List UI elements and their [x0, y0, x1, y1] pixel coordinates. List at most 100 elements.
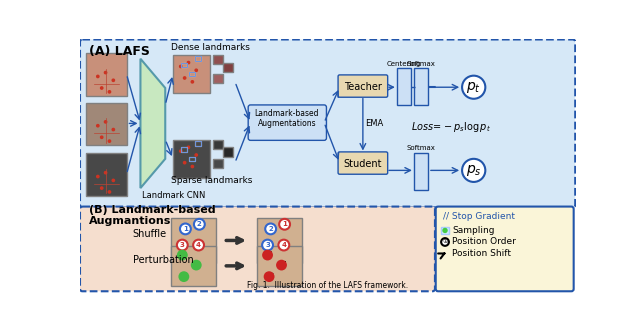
Polygon shape: [140, 59, 165, 188]
Text: 4: 4: [282, 242, 286, 248]
Bar: [213, 159, 223, 168]
Text: Sampling: Sampling: [452, 226, 495, 235]
Text: 3: 3: [180, 242, 185, 248]
Circle shape: [441, 238, 449, 246]
Circle shape: [100, 87, 103, 89]
Bar: [223, 63, 233, 72]
Circle shape: [191, 165, 193, 168]
FancyBboxPatch shape: [414, 68, 428, 105]
Text: Perturbation: Perturbation: [132, 256, 193, 266]
Bar: [195, 141, 201, 146]
Text: Softmax: Softmax: [406, 61, 435, 67]
Text: 2: 2: [268, 226, 273, 232]
Circle shape: [193, 240, 204, 250]
Bar: [86, 53, 127, 96]
Bar: [180, 63, 187, 67]
Circle shape: [278, 240, 289, 250]
Bar: [86, 103, 127, 145]
Bar: [180, 147, 187, 152]
Text: $p_s$: $p_s$: [466, 163, 481, 178]
Circle shape: [97, 125, 99, 127]
Bar: [189, 72, 195, 76]
Circle shape: [462, 76, 485, 99]
Text: Centering: Centering: [387, 61, 421, 67]
Text: // Stop Gradient: // Stop Gradient: [443, 212, 515, 221]
Circle shape: [191, 260, 202, 270]
FancyBboxPatch shape: [436, 207, 573, 291]
Circle shape: [462, 159, 485, 182]
Circle shape: [97, 75, 99, 78]
Bar: [173, 55, 210, 93]
Bar: [213, 74, 223, 83]
Circle shape: [194, 219, 205, 230]
Circle shape: [180, 150, 182, 152]
Circle shape: [108, 91, 111, 93]
Text: 3: 3: [265, 242, 270, 248]
Text: Sparse landmarks: Sparse landmarks: [172, 176, 253, 185]
Text: Shuffle: Shuffle: [132, 229, 167, 239]
Circle shape: [104, 71, 107, 74]
Circle shape: [179, 271, 189, 282]
Bar: [189, 157, 195, 161]
Text: $p_t$: $p_t$: [466, 80, 481, 95]
Bar: [223, 147, 233, 157]
Bar: [172, 246, 216, 286]
Circle shape: [112, 79, 115, 82]
FancyBboxPatch shape: [338, 75, 388, 97]
Circle shape: [195, 154, 197, 156]
Text: Student: Student: [344, 159, 382, 169]
Bar: [257, 246, 301, 286]
Circle shape: [184, 77, 186, 79]
Bar: [195, 56, 201, 61]
FancyBboxPatch shape: [248, 105, 326, 140]
Text: 1: 1: [183, 226, 188, 232]
Circle shape: [188, 146, 189, 148]
Bar: [213, 139, 223, 149]
Text: Landmark-based
Augmentations: Landmark-based Augmentations: [255, 109, 319, 129]
Circle shape: [262, 240, 273, 250]
Circle shape: [104, 121, 107, 123]
Text: (A) LAFS: (A) LAFS: [90, 45, 150, 58]
Circle shape: [100, 136, 103, 139]
Bar: [195, 56, 201, 61]
Circle shape: [188, 62, 189, 64]
Circle shape: [195, 69, 197, 71]
Text: Landmark CNN: Landmark CNN: [142, 191, 205, 200]
Text: 2: 2: [197, 221, 202, 227]
Bar: [195, 141, 201, 146]
Circle shape: [276, 260, 287, 270]
Circle shape: [184, 162, 186, 164]
Text: 1: 1: [282, 221, 287, 227]
Bar: [172, 218, 216, 263]
Text: Fig. 1.  Illustration of the LAFS framework.: Fig. 1. Illustration of the LAFS framewo…: [248, 281, 408, 290]
Bar: [173, 139, 210, 178]
Circle shape: [191, 81, 193, 83]
Circle shape: [279, 219, 290, 230]
Bar: [189, 72, 195, 76]
Bar: [86, 153, 127, 196]
Bar: [441, 227, 449, 234]
Bar: [180, 147, 187, 152]
FancyBboxPatch shape: [414, 153, 428, 190]
Circle shape: [262, 250, 273, 261]
Text: ①: ①: [442, 240, 448, 244]
Circle shape: [264, 271, 275, 282]
Circle shape: [177, 250, 188, 261]
Circle shape: [104, 171, 107, 174]
Circle shape: [265, 223, 276, 234]
FancyBboxPatch shape: [397, 68, 411, 105]
Text: $Loss\!=\!-p_s\log p_t$: $Loss\!=\!-p_s\log p_t$: [410, 120, 490, 134]
Circle shape: [112, 128, 115, 131]
FancyBboxPatch shape: [80, 39, 575, 207]
Circle shape: [97, 175, 99, 178]
Text: Softmax: Softmax: [406, 145, 435, 151]
Circle shape: [180, 223, 191, 234]
Text: Dense landmarks: Dense landmarks: [172, 43, 250, 52]
Bar: [180, 63, 187, 67]
Circle shape: [100, 187, 103, 189]
Text: Position Shift: Position Shift: [452, 249, 511, 258]
FancyBboxPatch shape: [338, 152, 388, 174]
Text: Position Order: Position Order: [452, 238, 516, 246]
Circle shape: [442, 228, 448, 233]
Text: 4: 4: [196, 242, 201, 248]
